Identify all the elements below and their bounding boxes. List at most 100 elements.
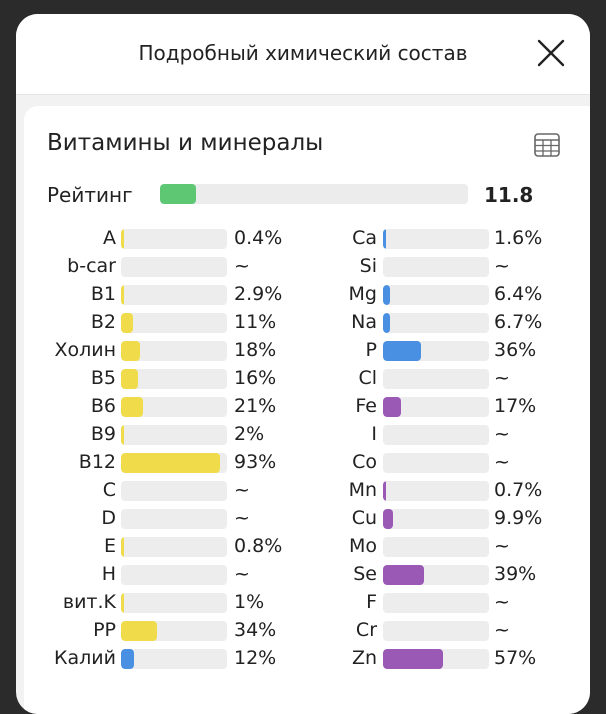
modal-header: Подробный химический состав — [16, 14, 590, 95]
nutrient-percent: 2% — [234, 423, 265, 445]
nutrient-percent: 6.4% — [494, 283, 543, 305]
nutrient-name: вит.K — [62, 591, 116, 613]
minerals-column: Ca 1.6% Si ~ Mg 6.4% Na 6.7% P 36% Cl ~ Fe 17% I ~ Co ~ Mn… — [281, 224, 543, 672]
nutrient-row: B6 21% — [24, 392, 284, 420]
nutrient-name: A — [103, 227, 116, 249]
nutrient-name: E — [103, 535, 116, 557]
nutrient-bar — [121, 453, 227, 473]
nutrient-row: Холин 18% — [24, 336, 284, 364]
nutrient-name: F — [366, 591, 377, 613]
nutrient-bar — [121, 229, 227, 249]
nutrient-percent: ~ — [494, 619, 510, 641]
nutrient-name: PP — [93, 619, 116, 641]
nutrient-name: B6 — [90, 395, 116, 417]
nutrient-name: Cu — [351, 507, 377, 529]
nutrient-bar-fill — [121, 369, 138, 389]
nutrient-row: B2 11% — [24, 308, 284, 336]
nutrient-bar-fill — [121, 649, 134, 669]
nutrient-bar — [121, 425, 227, 445]
nutrient-row: A 0.4% — [24, 224, 284, 252]
nutrient-name: H — [101, 563, 116, 585]
nutrient-row: Mn 0.7% — [281, 476, 542, 504]
nutrient-row: F ~ — [281, 588, 541, 616]
nutrient-bar — [383, 369, 489, 389]
vitamins-minerals-card: Витамины и минералы Рейтинг 11.8 A 0.4% b-… — [24, 106, 590, 714]
table-view-button[interactable] — [534, 133, 560, 157]
nutrient-row: вит.K 1% — [24, 588, 284, 616]
nutrient-bar — [121, 621, 227, 641]
nutrient-name: b-car — [67, 255, 116, 277]
nutrient-percent: 0.4% — [234, 227, 283, 249]
nutrient-percent: 1% — [234, 591, 265, 613]
nutrient-bar — [121, 285, 227, 305]
nutrient-row: Zn 57% — [281, 644, 541, 672]
nutrient-name: Zn — [351, 647, 377, 669]
nutrient-row: Ca 1.6% — [281, 224, 543, 252]
rating-row: Рейтинг 11.8 — [47, 181, 567, 209]
nutrient-name: Cl — [358, 367, 377, 389]
nutrient-percent: 6.7% — [494, 311, 543, 333]
nutrient-percent: ~ — [234, 255, 250, 277]
nutrient-bar-fill — [121, 397, 144, 417]
nutrient-bar-fill — [383, 313, 391, 333]
nutrient-bar — [383, 509, 489, 529]
nutrient-name: Cr — [355, 619, 377, 641]
nutrient-percent: ~ — [494, 367, 510, 389]
nutrient-percent: 9.9% — [494, 507, 543, 529]
nutrient-row: Cr ~ — [281, 616, 541, 644]
nutrient-percent: 34% — [234, 619, 277, 641]
nutrient-name: B12 — [78, 451, 116, 473]
nutrient-name: P — [365, 339, 377, 361]
nutrient-row: PP 34% — [24, 616, 284, 644]
nutrient-percent: 1.6% — [494, 227, 543, 249]
nutrient-bar-fill — [383, 481, 387, 501]
modal-title: Подробный химический состав — [138, 41, 468, 65]
nutrient-name: D — [101, 507, 116, 529]
nutrient-percent: 93% — [234, 451, 277, 473]
nutrient-bar — [383, 229, 489, 249]
nutrient-name: Калий — [54, 647, 116, 669]
nutrient-row: Si ~ — [281, 252, 541, 280]
nutrient-bar-fill — [383, 649, 444, 669]
close-button[interactable] — [534, 36, 568, 70]
nutrient-bar-fill — [121, 593, 125, 613]
nutrient-percent: ~ — [494, 591, 510, 613]
nutrient-row: D ~ — [24, 504, 284, 532]
nutrient-row: B5 16% — [24, 364, 284, 392]
nutrient-percent: 0.8% — [234, 535, 283, 557]
nutrient-row: C ~ — [24, 476, 284, 504]
nutrient-row: Na 6.7% — [281, 308, 543, 336]
nutrient-name: Ca — [352, 227, 377, 249]
nutrient-name: B1 — [90, 283, 116, 305]
nutrient-bar — [121, 257, 227, 277]
nutrient-row: B1 2.9% — [24, 280, 284, 308]
nutrient-bar-fill — [121, 537, 125, 557]
nutrient-percent: 12% — [234, 647, 277, 669]
nutrient-percent: 11% — [234, 311, 277, 333]
nutrient-bar — [383, 397, 489, 417]
nutrient-name: B9 — [90, 423, 116, 445]
nutrient-bar — [383, 257, 489, 277]
nutrient-row: Fe 17% — [281, 392, 541, 420]
nutrient-bar — [383, 341, 489, 361]
vitamins-column: A 0.4% b-car ~ B1 2.9% B2 11% Холин 18% B5 16% B6 21%… — [24, 224, 284, 672]
nutrient-name: I — [371, 423, 377, 445]
nutrient-name: B2 — [90, 311, 116, 333]
nutrient-name: Mg — [348, 283, 377, 305]
nutrient-bar-fill — [121, 621, 158, 641]
nutrient-bar — [121, 593, 227, 613]
nutrient-bar-fill — [383, 509, 394, 529]
nutrient-percent: ~ — [494, 535, 510, 557]
rating-label: Рейтинг — [47, 183, 133, 207]
nutrient-name: Na — [351, 311, 377, 333]
nutrient-percent: ~ — [234, 507, 250, 529]
nutrient-row: H ~ — [24, 560, 284, 588]
nutrient-bar-fill — [383, 229, 387, 249]
nutrient-name: Mn — [348, 479, 377, 501]
nutrient-bar — [121, 341, 227, 361]
nutrient-bar — [121, 313, 227, 333]
nutrient-name: Se — [353, 563, 377, 585]
nutrient-percent: ~ — [494, 255, 510, 277]
nutrient-name: B5 — [90, 367, 116, 389]
nutrient-percent: 16% — [234, 367, 277, 389]
